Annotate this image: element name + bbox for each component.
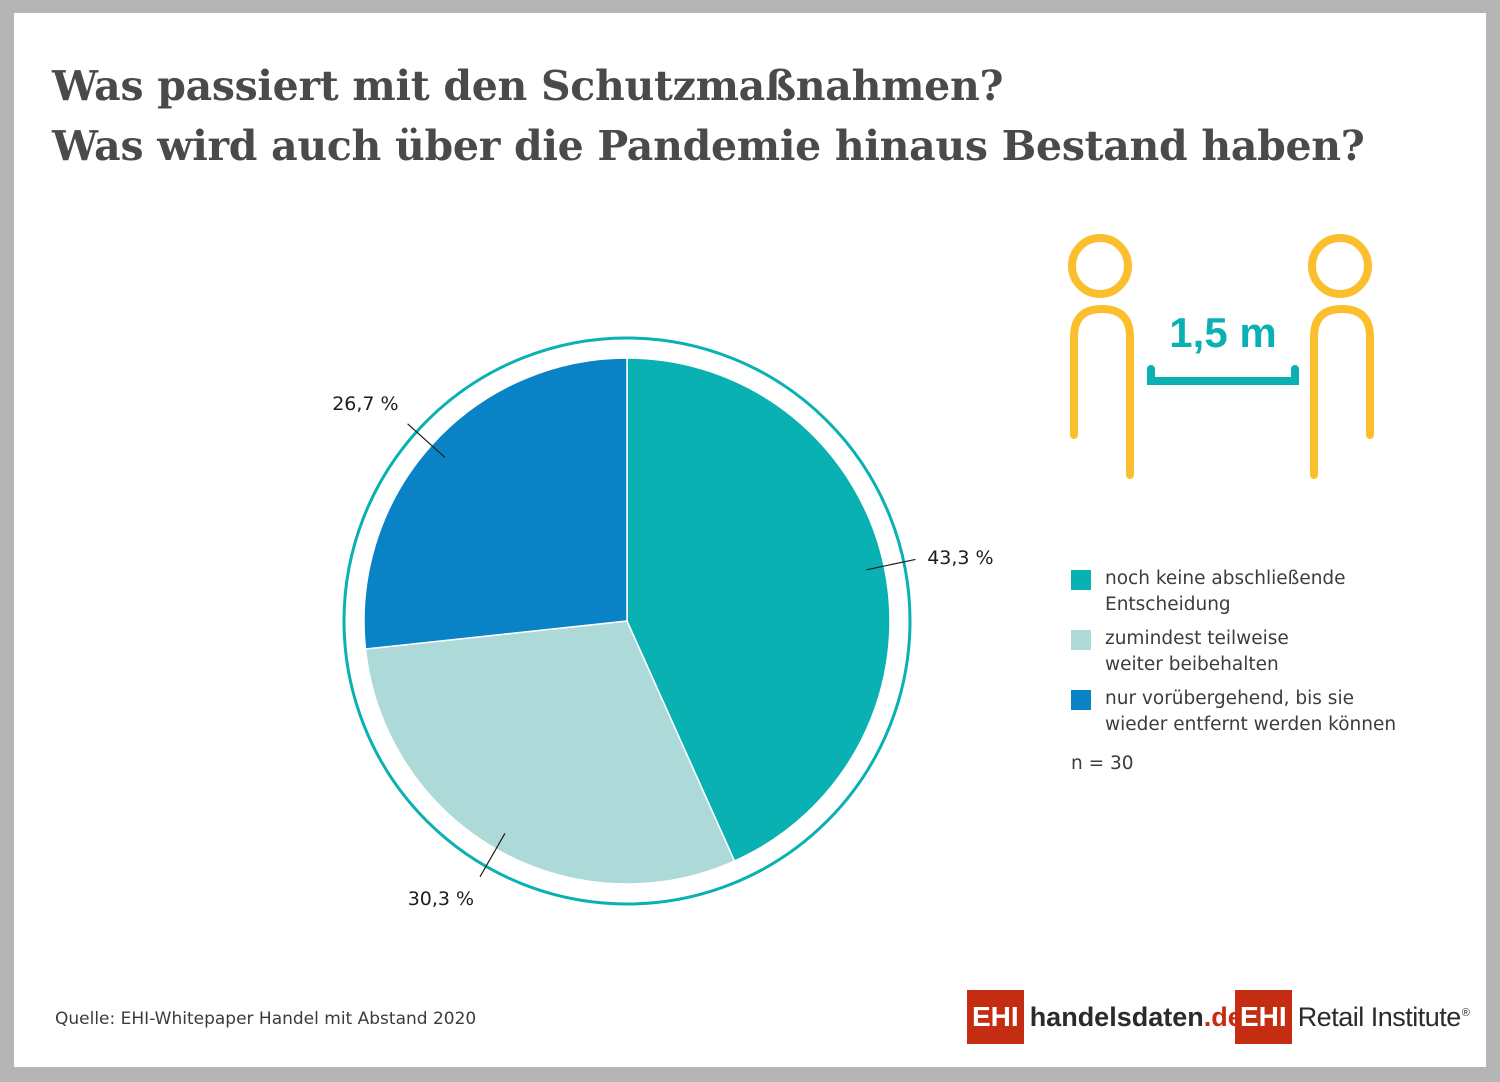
sample-size-label: n = 30	[1071, 753, 1134, 774]
legend-label: zumindest teilweise	[1105, 628, 1289, 649]
legend-label: nur vorübergehend, bis sie	[1105, 688, 1354, 709]
ehi-retail-institute-logo[interactable]: EHI Retail Institute®	[1235, 990, 1470, 1044]
retail-institute-wordmark: Retail Institute®	[1298, 1002, 1470, 1033]
ehi-logo-box: EHI	[967, 990, 1024, 1044]
person-right-icon	[1308, 234, 1374, 479]
source-note: Quelle: EHI-Whitepaper Handel mit Abstan…	[55, 1009, 477, 1029]
legend-item: zumindest teilweise weiter beibehalten	[1071, 626, 1451, 678]
handelsdaten-name: handelsdaten	[1029, 1001, 1204, 1032]
pie-outer-ring	[342, 336, 912, 906]
handelsdaten-logo[interactable]: EHI handelsdaten.de	[967, 990, 1243, 1044]
social-distance-icon: 1,5 m	[1068, 234, 1374, 479]
pie-slice-label: 43,3 %	[927, 547, 993, 569]
person-left-icon	[1068, 234, 1134, 479]
chart-legend: noch keine abschließende Entscheidung zu…	[1071, 566, 1451, 777]
title-line-2: Was wird auch über die Pandemie hinaus B…	[52, 122, 1365, 170]
title-line-1: Was passiert mit den Schutzmaßnahmen?	[52, 62, 1004, 110]
legend-item: noch keine abschließende Entscheidung	[1071, 566, 1451, 618]
legend-label: wieder entfernt werden können	[1105, 714, 1397, 735]
legend-label: noch keine abschließende	[1105, 568, 1346, 589]
pie-slice-label: 30,3 %	[408, 888, 474, 910]
pie-slice	[363, 357, 628, 650]
legend-label: Entscheidung	[1105, 594, 1231, 615]
pie-leader-line	[866, 558, 916, 571]
ehi-logo-box: EHI	[1235, 990, 1292, 1044]
legend-swatch	[1071, 690, 1091, 710]
page-title: Was passiert mit den Schutzmaßnahmen? Wa…	[52, 56, 1365, 176]
legend-label: weiter beibehalten	[1105, 654, 1279, 675]
pie-slice-label: 26,7 %	[332, 393, 398, 415]
retail-institute-name: Retail Institute	[1297, 1001, 1462, 1032]
pie-leader-line	[479, 833, 506, 878]
pie-leader-line	[407, 423, 446, 458]
distance-bracket	[1147, 365, 1299, 385]
legend-swatch	[1071, 630, 1091, 650]
legend-item: nur vorübergehend, bis sie wieder entfer…	[1071, 686, 1451, 738]
handelsdaten-wordmark: handelsdaten.de	[1030, 1002, 1243, 1033]
registered-mark: ®	[1461, 1006, 1470, 1019]
legend-swatch	[1071, 570, 1091, 590]
distance-label: 1,5 m	[1169, 309, 1276, 356]
